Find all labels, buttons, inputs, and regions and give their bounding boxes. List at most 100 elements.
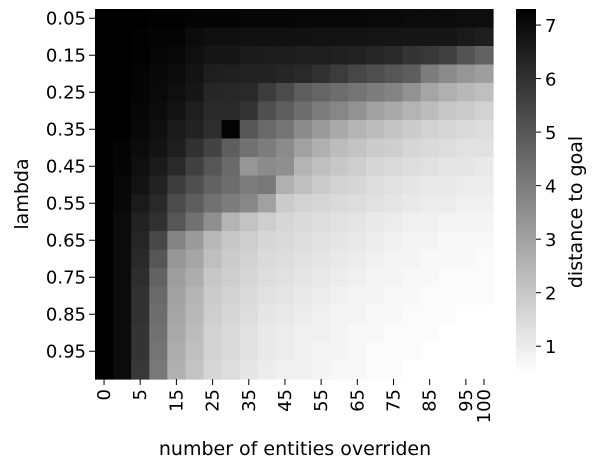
heatmap-cell [185, 286, 205, 306]
heatmap-cell [402, 101, 422, 121]
heatmap-cell [239, 175, 259, 195]
heatmap-cell [420, 342, 440, 362]
heatmap-cell [257, 194, 277, 214]
heatmap-cell [275, 268, 295, 288]
heatmap-cell [366, 46, 386, 66]
heatmap-cell [402, 120, 422, 140]
heatmap-cell [384, 194, 404, 214]
heatmap-cell [185, 83, 205, 103]
heatmap-cell [366, 138, 386, 158]
heatmap-cell [239, 268, 259, 288]
heatmap-cell [384, 46, 404, 66]
heatmap-cell [257, 342, 277, 362]
heatmap-cell [167, 342, 187, 362]
heatmap-cell [330, 120, 349, 140]
heatmap-cell [366, 249, 386, 269]
heatmap-cell [257, 231, 277, 251]
heatmap-cell [402, 249, 422, 269]
heatmap-cell [420, 249, 440, 269]
heatmap-cell [474, 138, 494, 158]
x-tick-label: 0 [94, 389, 115, 400]
heatmap-cell [438, 231, 458, 251]
heatmap-cell [384, 83, 404, 103]
heatmap-cell [221, 83, 241, 103]
heatmap-cell [275, 249, 295, 269]
heatmap-cell [131, 120, 150, 140]
heatmap-cell [203, 46, 223, 66]
heatmap-cell [456, 342, 476, 362]
heatmap-cell [312, 138, 331, 158]
heatmap-cell [185, 342, 205, 362]
heatmap-cell [203, 64, 223, 84]
heatmap-cell [221, 249, 241, 269]
heatmap-cell [185, 9, 205, 29]
heatmap-cell [113, 138, 132, 158]
heatmap-cell [456, 360, 476, 380]
heatmap-cell [402, 268, 422, 288]
heatmap-cell [312, 120, 331, 140]
heatmap-cell [149, 120, 168, 140]
heatmap-cell [239, 360, 259, 380]
heatmap-cell [149, 64, 168, 84]
heatmap-cell [420, 83, 440, 103]
heatmap-cell [113, 249, 132, 269]
heatmap-cell [366, 360, 386, 380]
heatmap-cell [257, 9, 277, 29]
heatmap-cell [239, 9, 259, 29]
heatmap-cell [257, 138, 277, 158]
heatmap-cell [294, 157, 313, 177]
heatmap-cell [275, 64, 295, 84]
heatmap-cell [95, 249, 114, 269]
heatmap-cell [131, 249, 150, 269]
heatmap-cell [95, 138, 114, 158]
x-tick-label: 100 [474, 389, 495, 423]
y-tick-label: 0.05 [46, 8, 86, 29]
heatmap-cell [420, 305, 440, 325]
x-tick-label: 15 [166, 389, 187, 412]
colorbar-label: distance to goal [565, 136, 587, 288]
heatmap-cell [438, 268, 458, 288]
heatmap-cell [275, 175, 295, 195]
heatmap-cell [185, 212, 205, 232]
heatmap-cell [402, 175, 422, 195]
heatmap-cell [366, 120, 386, 140]
heatmap-cell [402, 46, 422, 66]
heatmap-cell [294, 120, 313, 140]
heatmap-cell [185, 305, 205, 325]
heatmap-cell [275, 286, 295, 306]
heatmap-cell [312, 46, 331, 66]
heatmap-cell [402, 9, 422, 29]
heatmap-cell [366, 101, 386, 121]
x-tick-label: 25 [203, 389, 224, 412]
heatmap-cell [149, 9, 168, 29]
heatmap-cell [312, 305, 331, 325]
heatmap-cell [275, 305, 295, 325]
heatmap-cell [257, 27, 277, 47]
heatmap-cell [149, 138, 168, 158]
heatmap-cell [384, 249, 404, 269]
heatmap-cell [402, 64, 422, 84]
colorbar-tick-label: 3 [545, 230, 556, 251]
heatmap-cell [113, 231, 132, 251]
heatmap-cell [330, 46, 349, 66]
colorbar-tick-label: 1 [545, 337, 556, 358]
heatmap-cell [312, 268, 331, 288]
heatmap-cell [167, 120, 187, 140]
heatmap-cell [95, 212, 114, 232]
heatmap-cell [275, 323, 295, 343]
heatmap-cell [294, 212, 313, 232]
x-tick-label: 75 [384, 389, 405, 412]
heatmap-cell [420, 46, 440, 66]
heatmap-cell [420, 268, 440, 288]
colorbar-tick-label: 4 [545, 177, 556, 198]
heatmap-cell [330, 360, 349, 380]
heatmap-cell [131, 83, 150, 103]
heatmap-cell [131, 9, 150, 29]
heatmap-cell [402, 27, 422, 47]
y-tick-labels: 0.05 0.15 0.25 0.35 0.45 0.55 0.65 0.75 0.85 0.95 [46, 8, 95, 362]
heatmap-cell [294, 231, 313, 251]
heatmap-cell [149, 286, 168, 306]
heatmap-cell [221, 305, 241, 325]
heatmap-cell [221, 212, 241, 232]
heatmap-cell [348, 120, 367, 140]
